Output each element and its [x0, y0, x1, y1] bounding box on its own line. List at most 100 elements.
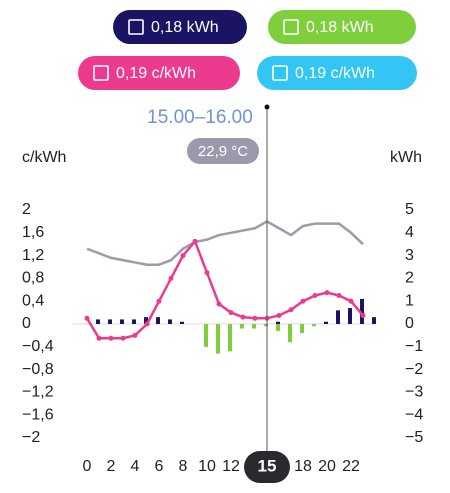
y2-tick-label: −5 [405, 429, 423, 446]
summary-label: 0,18 kWh [151, 19, 219, 36]
bar [312, 324, 316, 327]
temperature: 22,9 °C [198, 143, 248, 160]
bar [360, 298, 364, 324]
x-tick-label: 10 [198, 458, 216, 475]
bar [252, 324, 256, 329]
bar [348, 308, 352, 324]
x-tick-label: 18 [294, 458, 312, 475]
line-dot [132, 332, 138, 338]
y-tick-label: 0 [22, 315, 31, 332]
line-dot [180, 253, 186, 259]
line-dot [84, 315, 90, 321]
line-dot [204, 270, 210, 276]
y2-tick-label: −2 [405, 361, 423, 378]
line [86, 220, 364, 266]
y-tick-label: 0,8 [22, 270, 44, 287]
bar [276, 321, 280, 324]
summary-label: 0,19 c/kWh [295, 65, 375, 82]
line-dot [312, 293, 318, 298]
bar [324, 321, 328, 324]
y-tick-label: −0,4 [22, 338, 54, 355]
temperature-pill [187, 138, 259, 164]
selected-x-label: 15 [258, 456, 277, 475]
summary-icon [128, 19, 144, 35]
y-tick-label: 1,6 [22, 224, 44, 241]
y2-tick-label: 3 [405, 247, 414, 264]
x-tick-label: 2 [107, 458, 116, 475]
y2-tick-label: 5 [405, 201, 414, 218]
y-tick-label: −2 [22, 429, 40, 446]
line-dot [324, 290, 330, 296]
y2-axis-title: kWh [390, 149, 422, 166]
bar [216, 324, 220, 354]
bar [300, 324, 304, 334]
bar [240, 324, 244, 329]
selection-dot [264, 104, 270, 110]
line-dot [228, 310, 234, 316]
line-dot [168, 275, 174, 281]
line-dot [348, 298, 354, 304]
x-tick-label: 6 [155, 458, 164, 475]
summary-icon [283, 19, 299, 35]
y-tick-label: −1,6 [22, 406, 54, 423]
bar [144, 317, 148, 324]
bar [120, 319, 124, 324]
y2-tick-label: 0 [405, 315, 414, 332]
summary-pill [78, 56, 240, 90]
bar [276, 324, 280, 331]
line-dot [156, 298, 162, 304]
bar [204, 324, 208, 347]
summary-icon [93, 65, 109, 81]
y-tick-label: 1,2 [22, 247, 44, 264]
bar [96, 319, 100, 324]
bar [288, 324, 292, 343]
line-dot [300, 298, 306, 304]
line-dot [108, 335, 114, 341]
summary-pill [257, 56, 417, 90]
x-tick-label: 4 [131, 458, 140, 475]
line-dot [216, 301, 222, 307]
bar [180, 321, 184, 324]
y2-tick-label: −3 [405, 384, 423, 401]
line-dot [240, 314, 246, 320]
selected-time: 15.00–16.00 [147, 107, 253, 128]
line-dot [276, 312, 282, 318]
summary-label: 0,18 kWh [306, 19, 374, 36]
line-dot [360, 312, 366, 318]
line-dot [120, 335, 126, 341]
x-tick-label: 0 [83, 458, 92, 475]
line-dot [144, 321, 150, 327]
bar [132, 319, 136, 324]
y-tick-label: 2 [22, 201, 31, 218]
x-tick-label: 8 [179, 458, 188, 475]
summary-icon [272, 65, 288, 81]
bar [108, 319, 112, 324]
y2-tick-label: 4 [405, 224, 414, 241]
summary-label: 0,19 c/kWh [116, 65, 196, 82]
bar [228, 324, 232, 352]
x-tick-label: 12 [222, 458, 240, 475]
bar [156, 317, 160, 324]
y2-tick-label: 1 [405, 292, 414, 309]
bar [372, 317, 376, 324]
line-dot [192, 238, 198, 244]
x-tick-label: 22 [342, 458, 360, 475]
summary-pill [268, 10, 416, 44]
y-tick-label: −0,8 [22, 361, 54, 378]
y2-tick-label: −4 [405, 406, 423, 423]
bar [168, 319, 172, 324]
summary-pill [113, 10, 247, 44]
y-axis-title: c/kWh [22, 149, 66, 166]
line-dot [336, 293, 342, 298]
selection-pill [244, 451, 290, 483]
y-tick-label: 0,4 [22, 292, 44, 309]
bar [264, 324, 268, 327]
line-dot [252, 315, 258, 321]
line-dot [288, 307, 294, 313]
bar [336, 310, 340, 324]
line-dot [96, 335, 102, 341]
y2-tick-label: −1 [405, 338, 423, 355]
y2-tick-label: 2 [405, 270, 414, 287]
